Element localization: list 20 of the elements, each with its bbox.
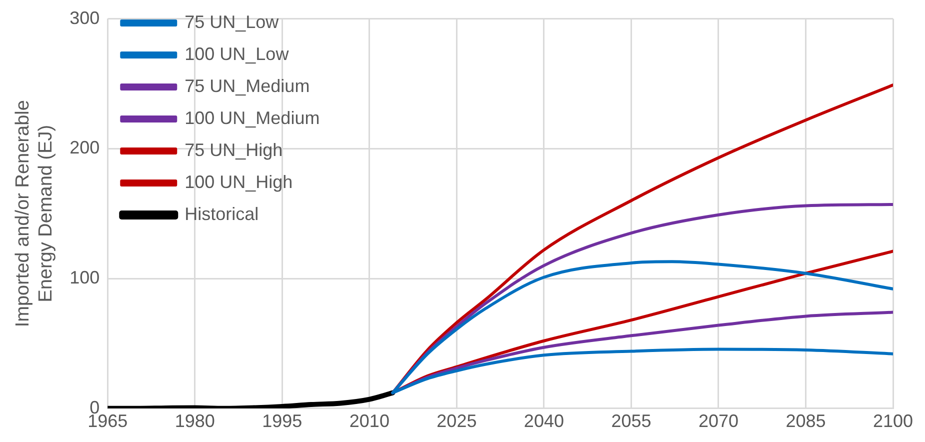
x-tick-label: 2070 [698, 411, 738, 432]
x-tick-label: 1995 [262, 411, 302, 432]
x-tick-label: 2100 [872, 411, 914, 432]
legend-label: 100 UN_High [184, 172, 293, 192]
legend-label: 75 UN_High [184, 140, 283, 160]
x-tick-label: 2055 [611, 411, 652, 432]
legend-label: 75 UN_Low [184, 12, 280, 32]
legend-label: 100 UN_Low [184, 44, 290, 64]
x-tick-label: 2025 [436, 411, 477, 432]
legend-label: 75 UN_Medium [184, 76, 310, 96]
x-tick-label: 2040 [524, 411, 564, 432]
y-tick-label: 300 [70, 8, 100, 28]
y-axis-title: Imported and/or Renerable Energy Demand (EJ) [12, 100, 56, 328]
legend-label: Historical [184, 204, 259, 224]
x-tick-label: 2010 [349, 411, 390, 432]
y-tick-label: 100 [70, 268, 100, 288]
legend-label: 100 UN_Medium [184, 108, 320, 128]
x-tick-label: 1980 [174, 411, 215, 432]
y-tick-label: 200 [70, 138, 100, 158]
x-tick-label: 2085 [786, 411, 826, 432]
